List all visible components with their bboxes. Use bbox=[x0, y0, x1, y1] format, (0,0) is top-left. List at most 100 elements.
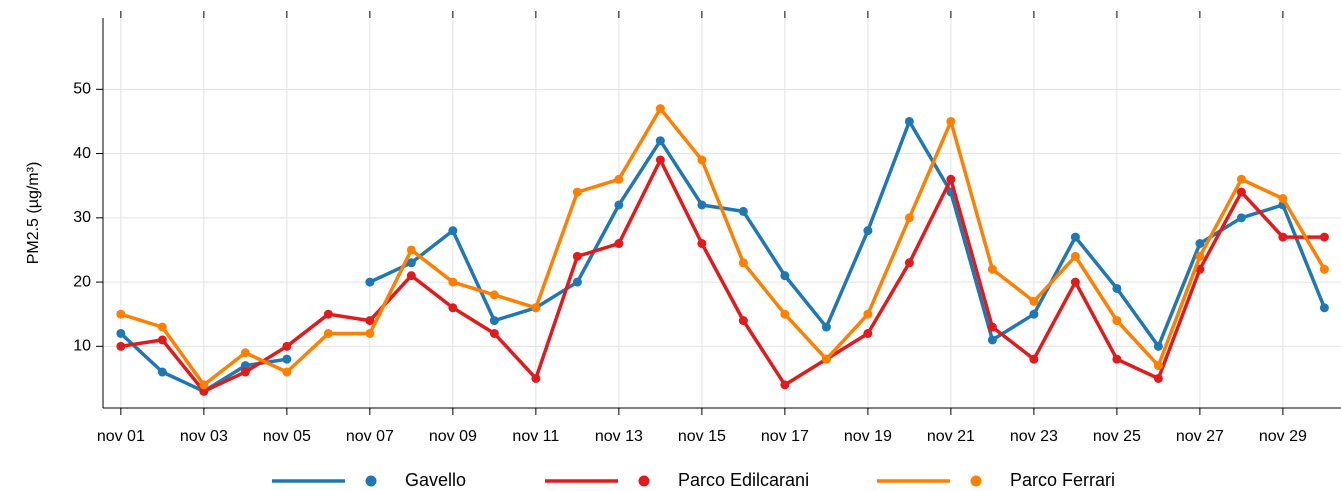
point bbox=[572, 277, 582, 287]
x-tick-label: nov 01 bbox=[97, 428, 145, 445]
x-tick-label: nov 07 bbox=[346, 428, 394, 445]
point bbox=[1195, 251, 1205, 261]
point bbox=[489, 290, 499, 300]
legend-label: Parco Ferrari bbox=[1010, 470, 1115, 490]
point bbox=[406, 245, 416, 255]
point bbox=[1278, 232, 1288, 242]
point bbox=[780, 271, 790, 281]
point bbox=[199, 380, 209, 390]
point bbox=[1236, 213, 1246, 223]
point bbox=[655, 136, 665, 146]
legend-label: Gavello bbox=[405, 470, 466, 490]
point bbox=[240, 348, 250, 358]
point bbox=[240, 361, 250, 371]
point bbox=[1278, 194, 1288, 204]
point bbox=[365, 316, 375, 326]
y-tick-label: 10 bbox=[73, 338, 91, 355]
point bbox=[1153, 341, 1163, 351]
point bbox=[738, 206, 748, 216]
point bbox=[614, 200, 624, 210]
point bbox=[1029, 354, 1039, 364]
point bbox=[1236, 174, 1246, 184]
x-tick-label: nov 27 bbox=[1176, 428, 1224, 445]
point bbox=[780, 380, 790, 390]
x-tick-label: nov 09 bbox=[429, 428, 477, 445]
point bbox=[323, 328, 333, 338]
point bbox=[1153, 361, 1163, 371]
point bbox=[199, 386, 209, 396]
point bbox=[863, 309, 873, 319]
point bbox=[1319, 264, 1329, 274]
x-tick-label: nov 21 bbox=[927, 428, 975, 445]
point bbox=[323, 309, 333, 319]
point bbox=[282, 341, 292, 351]
point bbox=[489, 316, 499, 326]
y-tick-label: 50 bbox=[73, 81, 91, 98]
x-tick-label: nov 19 bbox=[844, 428, 892, 445]
point bbox=[157, 335, 167, 345]
point bbox=[531, 373, 541, 383]
point bbox=[531, 303, 541, 313]
y-tick-label: 30 bbox=[73, 209, 91, 226]
point bbox=[821, 354, 831, 364]
point bbox=[1112, 283, 1122, 293]
legend-dot bbox=[638, 475, 650, 487]
point bbox=[697, 239, 707, 249]
legend-dot bbox=[365, 475, 377, 487]
point bbox=[282, 354, 292, 364]
point bbox=[116, 328, 126, 338]
point bbox=[406, 271, 416, 281]
x-tick-label: nov 25 bbox=[1093, 428, 1141, 445]
point bbox=[987, 264, 997, 274]
point bbox=[904, 116, 914, 126]
point bbox=[738, 316, 748, 326]
point bbox=[697, 200, 707, 210]
point bbox=[365, 328, 375, 338]
point bbox=[1319, 232, 1329, 242]
x-tick-label: nov 05 bbox=[263, 428, 311, 445]
point bbox=[863, 226, 873, 236]
point bbox=[697, 155, 707, 165]
x-tick-label: nov 17 bbox=[761, 428, 809, 445]
point bbox=[489, 328, 499, 338]
point bbox=[448, 277, 458, 287]
point bbox=[821, 322, 831, 332]
series-line bbox=[120, 106, 1326, 387]
legend-dot bbox=[970, 475, 982, 487]
point bbox=[572, 251, 582, 261]
point bbox=[1112, 316, 1122, 326]
point bbox=[863, 328, 873, 338]
point bbox=[946, 116, 956, 126]
point bbox=[448, 226, 458, 236]
point bbox=[448, 303, 458, 313]
point bbox=[1070, 277, 1080, 287]
legend-label: Parco Edilcarani bbox=[678, 470, 809, 490]
point bbox=[1112, 354, 1122, 364]
y-tick-label: 20 bbox=[73, 273, 91, 290]
point bbox=[1029, 309, 1039, 319]
point bbox=[157, 322, 167, 332]
series-line bbox=[120, 158, 1325, 394]
point bbox=[365, 277, 375, 287]
point bbox=[1070, 232, 1080, 242]
point bbox=[655, 104, 665, 114]
x-tick-label: nov 03 bbox=[180, 428, 228, 445]
point bbox=[987, 322, 997, 332]
series-line bbox=[369, 119, 1327, 349]
x-tick-label: nov 23 bbox=[1010, 428, 1058, 445]
point bbox=[655, 155, 665, 165]
point bbox=[116, 309, 126, 319]
point bbox=[572, 187, 582, 197]
point bbox=[157, 367, 167, 377]
point bbox=[904, 258, 914, 268]
point bbox=[987, 335, 997, 345]
x-tick-label: nov 15 bbox=[678, 428, 726, 445]
point bbox=[240, 367, 250, 377]
point bbox=[1029, 296, 1039, 306]
point bbox=[904, 213, 914, 223]
point bbox=[406, 258, 416, 268]
point bbox=[1319, 303, 1329, 313]
point bbox=[614, 239, 624, 249]
x-tick-label: nov 11 bbox=[512, 428, 559, 445]
